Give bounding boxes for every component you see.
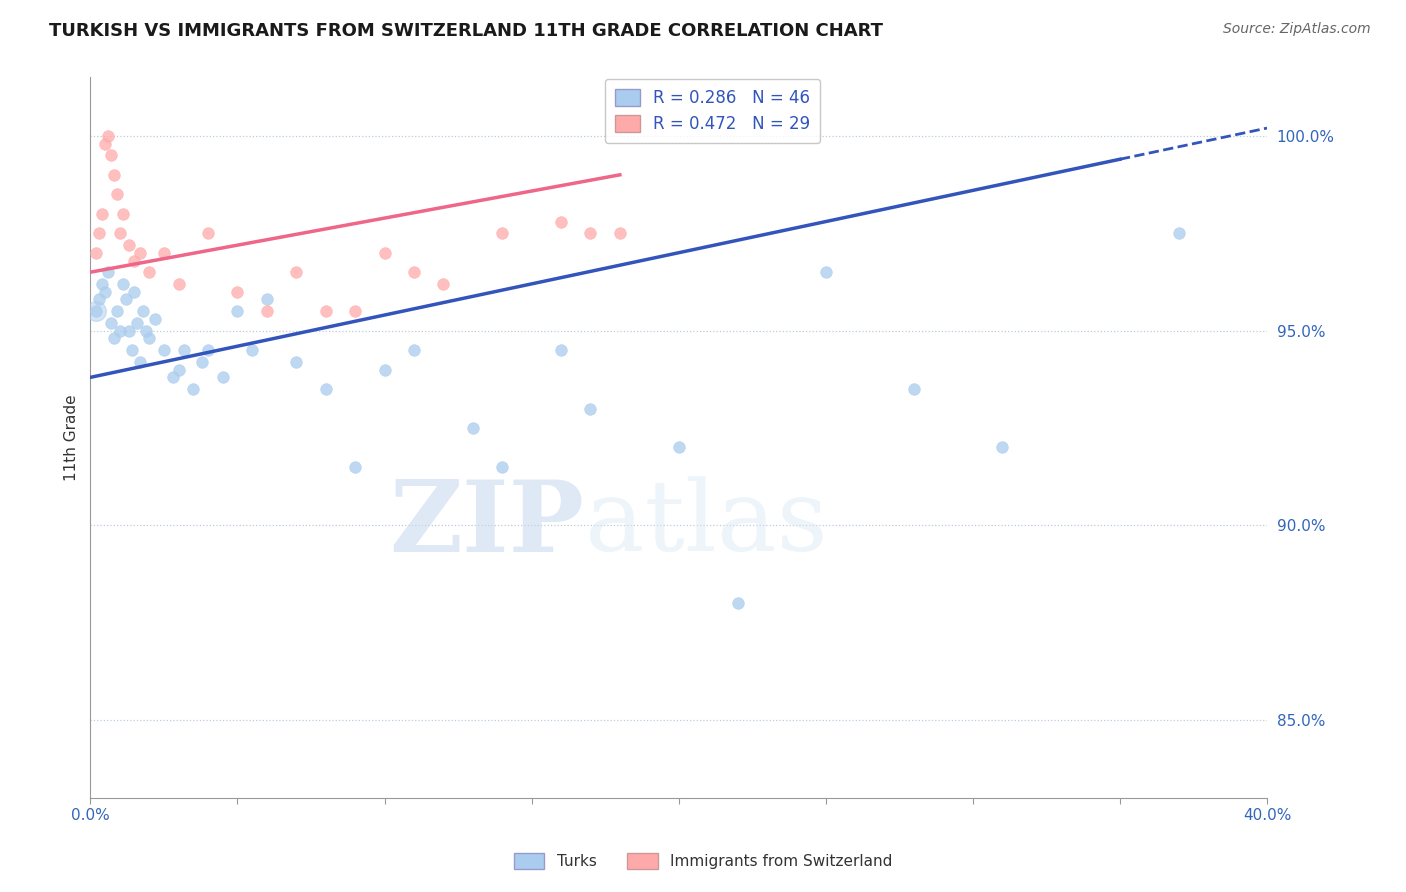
Point (173, 343, 195, 357)
Point (108, 226, 131, 240)
Point (138, 331, 160, 345)
Point (97, 265, 120, 279)
Point (127, 316, 149, 330)
Point (285, 355, 308, 369)
Point (143, 312, 166, 326)
Point (373, 245, 395, 260)
Point (491, 460, 513, 475)
Point (315, 382, 337, 396)
Point (903, 382, 925, 396)
Point (226, 304, 249, 318)
Point (135, 324, 157, 338)
Point (129, 245, 152, 260)
Point (121, 343, 143, 357)
Point (285, 265, 308, 279)
Text: TURKISH VS IMMIGRANTS FROM SWITZERLAND 11TH GRADE CORRELATION CHART: TURKISH VS IMMIGRANTS FROM SWITZERLAND 1… (49, 22, 883, 40)
Point (432, 277, 454, 291)
Point (197, 226, 219, 240)
Point (100, 148, 122, 162)
Point (103, 331, 125, 345)
Point (609, 226, 631, 240)
Point (138, 265, 160, 279)
Point (111, 207, 134, 221)
Point (197, 343, 219, 357)
Point (124, 285, 146, 299)
Point (579, 401, 602, 416)
Point (1167, 226, 1189, 240)
Point (402, 265, 425, 279)
Point (94, 285, 117, 299)
Point (124, 253, 146, 268)
Point (105, 304, 128, 318)
Legend: Turks, Immigrants from Switzerland: Turks, Immigrants from Switzerland (508, 847, 898, 875)
Point (89, 293, 111, 307)
Legend: R = 0.286   N = 46, R = 0.472   N = 29: R = 0.286 N = 46, R = 0.472 N = 29 (605, 78, 820, 144)
Point (84, 304, 107, 318)
Point (344, 460, 367, 475)
Point (579, 226, 602, 240)
Text: ZIP: ZIP (389, 475, 585, 573)
Point (226, 285, 249, 299)
Point (100, 316, 122, 330)
Point (162, 370, 184, 384)
Point (814, 265, 837, 279)
Point (373, 362, 395, 376)
Point (461, 421, 484, 435)
Point (240, 343, 263, 357)
Point (181, 382, 204, 396)
Point (991, 441, 1014, 455)
Point (103, 168, 125, 182)
Point (256, 304, 278, 318)
Text: Source: ZipAtlas.com: Source: ZipAtlas.com (1223, 22, 1371, 37)
Point (117, 238, 139, 252)
Point (550, 343, 572, 357)
Y-axis label: 11th Grade: 11th Grade (65, 394, 79, 481)
Point (668, 441, 690, 455)
Point (111, 277, 134, 291)
Point (550, 214, 572, 228)
Text: atlas: atlas (585, 476, 827, 572)
Point (89, 226, 111, 240)
Point (211, 370, 233, 384)
Point (153, 343, 176, 357)
Point (94, 136, 117, 151)
Point (117, 324, 139, 338)
Point (167, 277, 190, 291)
Point (153, 245, 176, 260)
Point (91, 277, 114, 291)
Point (108, 324, 131, 338)
Point (91, 207, 114, 221)
Point (402, 343, 425, 357)
Point (132, 304, 155, 318)
Point (84, 245, 107, 260)
Point (256, 293, 278, 307)
Point (191, 355, 214, 369)
Point (105, 187, 128, 202)
Point (129, 355, 152, 369)
Point (167, 362, 190, 376)
Point (491, 226, 513, 240)
Point (727, 596, 749, 610)
Point (315, 304, 337, 318)
Point (344, 304, 367, 318)
Point (84, 304, 107, 318)
Point (97, 128, 120, 143)
Point (114, 293, 136, 307)
